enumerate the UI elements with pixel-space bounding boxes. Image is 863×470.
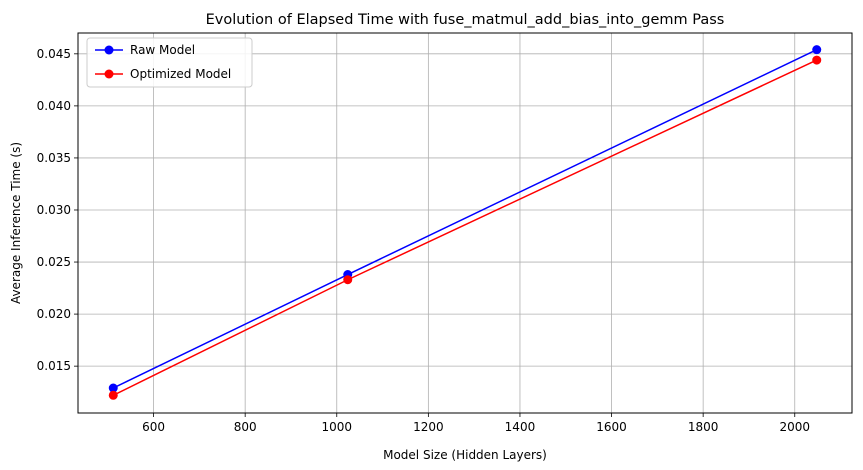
plot-area-frame: [77, 32, 853, 414]
data-point-raw-model: [812, 45, 822, 55]
y-tick-label: 0.015: [37, 359, 71, 373]
data-point-optimized-model: [108, 390, 118, 400]
y-tick-label: 0.045: [37, 47, 71, 61]
chart-title: Evolution of Elapsed Time with fuse_matm…: [206, 12, 725, 28]
series-layer: [108, 45, 822, 400]
data-point-raw-model: [108, 383, 118, 393]
data-point-optimized-model: [343, 275, 353, 285]
x-tick-label: 600: [142, 420, 165, 434]
x-tick-label: 1200: [413, 420, 444, 434]
y-tick-label: 0.035: [37, 151, 71, 165]
x-tick-label: 1600: [596, 420, 627, 434]
y-axis-ticks: 0.015 0.020 0.025 0.030 0.035 0.040 0.045: [37, 47, 78, 373]
legend: Raw Model Optimized Model: [86, 37, 253, 88]
x-tick-label: 1800: [688, 420, 719, 434]
legend-box: [86, 37, 253, 88]
grid: [78, 33, 852, 413]
y-tick-label: 0.025: [37, 255, 71, 269]
x-tick-label: 1400: [505, 420, 536, 434]
y-axis-label: Average Inference Time (s): [9, 142, 23, 304]
x-tick-label: 2000: [779, 420, 810, 434]
x-axis-label: Model Size (Hidden Layers): [383, 448, 547, 462]
data-point-optimized-model: [812, 55, 822, 65]
legend-marker-raw-model: [104, 45, 114, 55]
y-tick-label: 0.030: [37, 203, 71, 217]
y-tick-label: 0.020: [37, 307, 71, 321]
legend-label-raw-model: Raw Model: [130, 43, 195, 57]
x-axis-ticks: 600 800 1000 1200 1400 1600 1800 2000: [142, 413, 810, 434]
y-tick-label: 0.040: [37, 99, 71, 113]
x-tick-label: 800: [234, 420, 257, 434]
legend-label-optimized-model: Optimized Model: [130, 67, 231, 81]
x-tick-label: 1000: [321, 420, 352, 434]
legend-marker-optimized-model: [104, 69, 114, 79]
